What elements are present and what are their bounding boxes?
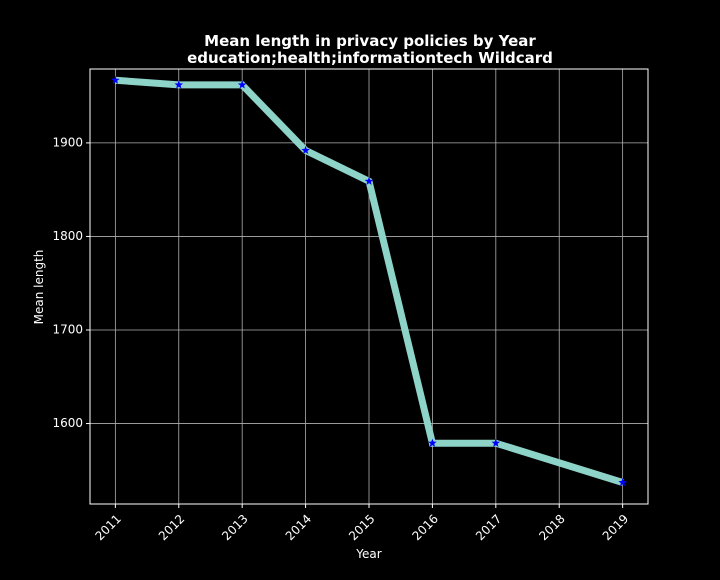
series-line <box>115 76 624 486</box>
y-axis-label: Mean length <box>32 250 46 325</box>
y-tick-label: 1600 <box>52 416 83 430</box>
data-point-marker <box>364 176 374 185</box>
x-tick-label: 2014 <box>283 512 314 543</box>
data-point-marker <box>428 438 437 447</box>
y-tick-label: 1800 <box>52 229 83 243</box>
data-point-marker <box>301 145 310 155</box>
grid-layer <box>90 69 648 504</box>
chart-subtitle: education;health;informationtech Wildcar… <box>187 49 553 67</box>
data-point-marker <box>111 75 120 84</box>
x-tick-label: 2016 <box>410 512 441 543</box>
data-point-marker <box>618 477 627 487</box>
x-tick-label: 2011 <box>92 512 123 543</box>
data-point-marker <box>491 438 501 447</box>
x-tick-label: 2012 <box>156 512 187 543</box>
x-tick-label: 2015 <box>346 512 377 543</box>
axis-layer: 2011 2012 2013 2014 2015 2016 2017 2018 2019 1600… <box>52 135 631 543</box>
y-tick-label: 1700 <box>52 323 83 337</box>
x-tick-label: 2017 <box>473 512 504 543</box>
data-point-marker <box>174 80 184 89</box>
x-tick-label: 2019 <box>600 512 631 543</box>
x-tick-label: 2013 <box>219 512 250 543</box>
x-tick-label: 2018 <box>536 512 567 543</box>
chart-title: Mean length in privacy policies by Year <box>204 32 536 50</box>
data-point-marker <box>237 80 247 89</box>
series-layer <box>111 75 627 487</box>
x-axis-label: Year <box>355 547 381 561</box>
y-tick-label: 1900 <box>52 135 83 149</box>
